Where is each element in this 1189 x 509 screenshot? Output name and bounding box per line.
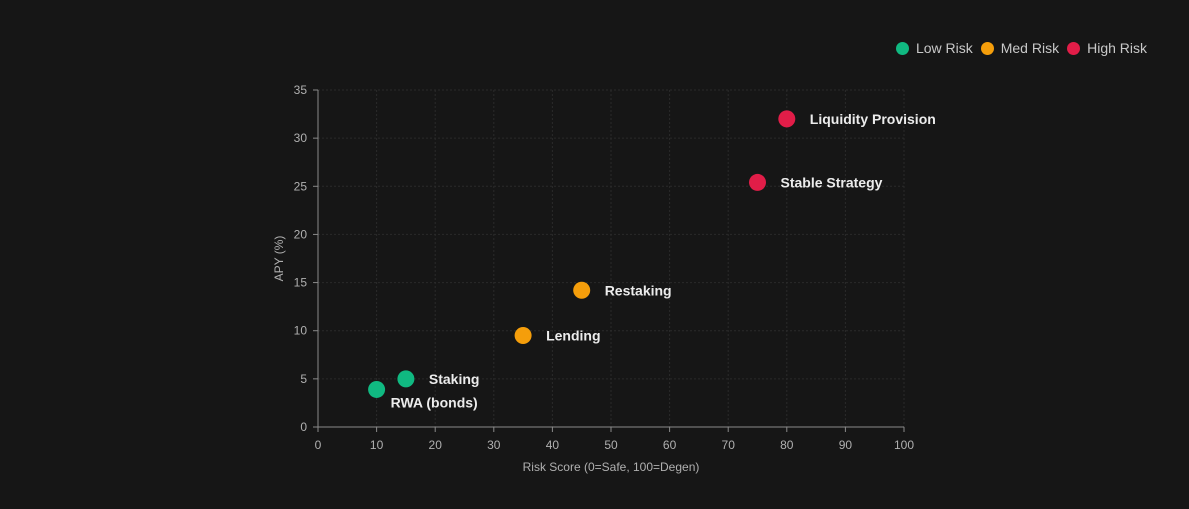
data-point-lending[interactable] <box>514 327 532 345</box>
x-tick-label: 0 <box>315 438 322 452</box>
x-tick-label: 40 <box>546 438 560 452</box>
y-tick-label: 15 <box>294 276 308 290</box>
y-axis-title: APY (%) <box>272 236 286 282</box>
y-tick-label: 5 <box>300 372 307 386</box>
data-label-stable-strategy: Stable Strategy <box>781 174 883 190</box>
x-tick-label: 80 <box>780 438 794 452</box>
data-label-liquidity-provision: Liquidity Provision <box>810 111 936 127</box>
x-tick-label: 70 <box>722 438 736 452</box>
y-tick-label: 30 <box>294 131 308 145</box>
grid-layer <box>318 89 905 427</box>
x-tick-label: 60 <box>663 438 677 452</box>
data-point-liquidity-provision[interactable] <box>778 110 796 128</box>
data-label-lending: Lending <box>546 328 600 344</box>
legend-label-high-risk: High Risk <box>1087 40 1147 56</box>
data-label-restaking: Restaking <box>605 282 672 298</box>
data-point-staking[interactable] <box>397 370 415 388</box>
data-label-staking: Staking <box>429 371 480 387</box>
legend-swatch-high-risk <box>1067 41 1081 55</box>
x-tick-label: 20 <box>429 438 443 452</box>
data-point-restaking[interactable] <box>573 281 591 299</box>
chart-legend: Low Risk Med Risk High Risk <box>895 40 1147 56</box>
legend-swatch-med-risk <box>980 41 994 55</box>
point-layer: Staking RWA (bonds) Lending Restaking Stable… <box>368 110 936 410</box>
data-point-rwa-bonds[interactable] <box>368 380 386 398</box>
y-tick-label: 20 <box>294 227 308 241</box>
y-tick-label: 10 <box>294 324 308 338</box>
x-tick-label: 10 <box>370 438 384 452</box>
legend-swatch-low-risk <box>895 41 909 55</box>
x-tick-label: 30 <box>487 438 501 452</box>
legend-label-low-risk: Low Risk <box>915 40 973 56</box>
y-tick-label: 35 <box>294 83 308 97</box>
x-tick-label: 100 <box>894 438 914 452</box>
x-tick-label: 50 <box>604 438 618 452</box>
data-label-rwa-bonds: RWA (bonds) <box>391 394 478 410</box>
legend-item-high-risk[interactable]: High Risk <box>1067 40 1147 56</box>
y-tick-label: 0 <box>300 420 307 434</box>
legend-item-low-risk[interactable]: Low Risk <box>895 40 973 56</box>
x-tick-label: 90 <box>839 438 853 452</box>
x-axis-title: Risk Score (0=Safe, 100=Degen) <box>523 460 700 474</box>
y-tick-label: 25 <box>294 179 308 193</box>
tick-layer: 0 10 20 30 40 50 60 70 80 90 100 0 5 10 15 20 25 30 35 <box>294 83 915 452</box>
legend-item-med-risk[interactable]: Med Risk <box>980 40 1060 56</box>
data-point-stable-strategy[interactable] <box>749 173 766 191</box>
legend-label-med-risk: Med Risk <box>1000 40 1060 56</box>
